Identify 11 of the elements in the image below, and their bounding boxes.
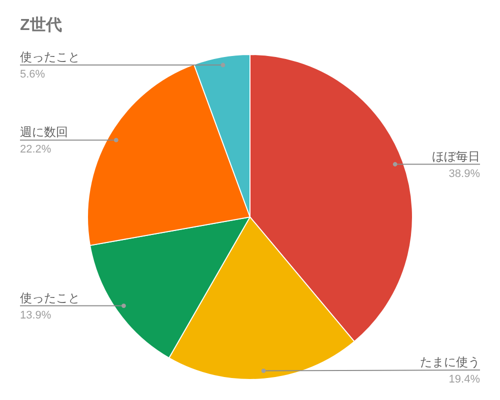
- data-label: 13.9%: [20, 309, 52, 322]
- data-label: 5.6%: [20, 68, 46, 81]
- data-label: 19.4%: [448, 374, 480, 386]
- slice-label: ほぼ毎日: [432, 149, 480, 164]
- slice-label: 使ったこと: [20, 50, 80, 64]
- data-label: 38.9%: [448, 168, 480, 180]
- slice-label: 使ったこと: [20, 290, 80, 305]
- chart-title: Z世代: [20, 16, 62, 34]
- slice-label: 週に数回: [20, 125, 68, 140]
- data-label: 22.2%: [20, 144, 52, 156]
- slice-label: たまに使う: [420, 355, 480, 369]
